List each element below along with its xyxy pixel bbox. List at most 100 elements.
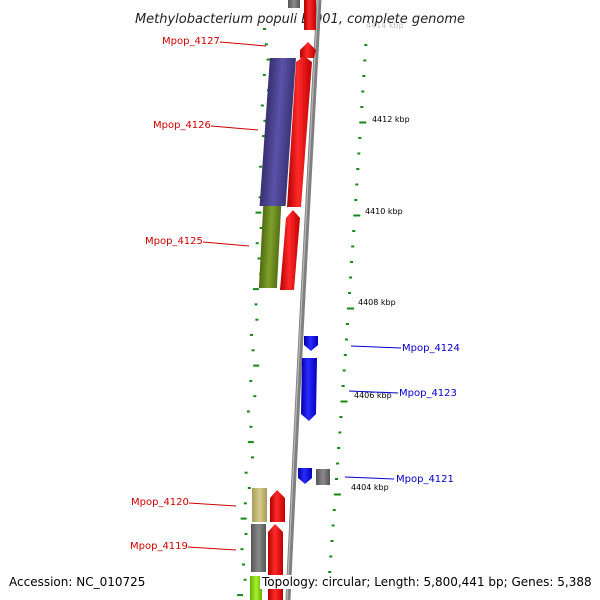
- ruler-tick: [348, 292, 351, 294]
- gc-dot: [260, 104, 264, 107]
- ruler-tick: [339, 416, 343, 418]
- ruler-tick: [330, 540, 334, 542]
- gc-dot: [263, 119, 267, 122]
- leader-4123: [348, 390, 399, 394]
- leader-4125: [202, 241, 250, 247]
- gc-dot: [262, 73, 266, 76]
- genome-backbone-highlight: [286, 0, 319, 600]
- gc-dot: [240, 548, 244, 551]
- label-mpop-4121[interactable]: Mpop_4121: [396, 474, 454, 485]
- gc-dot: [244, 471, 248, 474]
- tick-4404: 4404 kbp: [351, 483, 389, 492]
- ruler-tick: [329, 555, 333, 558]
- ruler-tick: [360, 106, 364, 108]
- gene-reverse-4122[interactable]: [298, 468, 312, 484]
- label-mpop-4127[interactable]: Mpop_4127: [162, 36, 220, 47]
- gene-forward-4126[interactable]: [287, 56, 312, 207]
- accession-text: Accession: NC_010725: [9, 575, 146, 589]
- cog-bar-4126: [259, 58, 296, 206]
- gc-dot: [263, 28, 266, 30]
- ruler-tick: [340, 400, 348, 403]
- ruler-tick: [361, 90, 365, 93]
- leader-4126: [210, 125, 259, 131]
- ruler-tick: [362, 75, 366, 77]
- cog-bar-4125: [258, 206, 282, 288]
- label-mpop-4125[interactable]: Mpop_4125: [145, 236, 203, 247]
- tick-4410: 4410 kbp: [365, 207, 403, 216]
- leader-4121: [344, 476, 395, 480]
- ruler-tick: [349, 276, 353, 279]
- gene-forward-4125[interactable]: [280, 210, 300, 290]
- gene-forward-4120[interactable]: [270, 490, 285, 522]
- gc-dot: [266, 58, 273, 61]
- cog-bar-bottom: [250, 576, 262, 600]
- gc-dot: [258, 196, 262, 199]
- gc-dot: [255, 211, 262, 214]
- ruler-tick: [356, 168, 360, 170]
- cog-bar-4120: [252, 488, 267, 522]
- gc-dot: [251, 456, 254, 459]
- gc-dot: [252, 288, 259, 291]
- ruler-tick: [351, 245, 355, 248]
- ruler-outer: [327, 44, 368, 589]
- ruler-tick: [332, 509, 336, 511]
- genome-summary-text: Topology: circular; Length: 5,800,441 bp…: [260, 575, 592, 589]
- gc-dot: [259, 226, 263, 229]
- gene-top-partial-red: [304, 0, 316, 30]
- leader-4119: [187, 546, 237, 551]
- label-mpop-4124[interactable]: Mpop_4124: [402, 343, 460, 354]
- ruler-tick: [333, 493, 341, 496]
- gc-dot: [253, 395, 257, 398]
- tick-4406: 4406 kbp: [354, 391, 392, 400]
- ruler-tick: [358, 137, 362, 139]
- ruler-tick: [335, 478, 338, 480]
- ruler-tick: [364, 44, 368, 46]
- gc-dot: [246, 410, 250, 413]
- ruler-tick: [363, 59, 367, 62]
- ruler-tick: [357, 152, 361, 155]
- gc-dot: [247, 441, 254, 444]
- leader-4120: [188, 502, 237, 507]
- map-title: Methylobacterium populi BJ001, complete …: [135, 12, 465, 27]
- gc-content-track: [237, 28, 273, 597]
- ruler-tick: [342, 369, 346, 372]
- gc-dot: [254, 303, 258, 306]
- ruler-tick: [350, 261, 354, 263]
- gc-dot: [259, 165, 263, 168]
- ruler-tick: [353, 214, 361, 217]
- gc-dot: [243, 502, 247, 505]
- gc-dot: [253, 364, 260, 367]
- gc-dot: [249, 425, 253, 428]
- genome-backbone: [285, 0, 322, 600]
- gc-dot: [255, 318, 259, 321]
- gc-dot: [251, 349, 255, 352]
- leader-4127: [219, 41, 267, 47]
- label-mpop-4120[interactable]: Mpop_4120: [131, 497, 189, 508]
- gc-dot: [247, 487, 251, 489]
- ruler-tick: [336, 462, 340, 465]
- label-mpop-4119[interactable]: Mpop_4119: [130, 541, 188, 552]
- gene-reverse-4123[interactable]: [301, 358, 317, 421]
- ruler-tick: [359, 121, 367, 124]
- gene-reverse-4124[interactable]: [304, 336, 318, 351]
- gc-dot: [242, 563, 245, 566]
- label-mpop-4126[interactable]: Mpop_4126: [153, 120, 211, 131]
- ruler-tick: [354, 199, 358, 201]
- ruler-tick: [347, 307, 354, 310]
- gc-dot: [237, 594, 244, 597]
- gene-forward-4127[interactable]: [300, 42, 316, 58]
- gene-top-partial-gray: [288, 0, 300, 8]
- gc-dot: [264, 43, 268, 46]
- ruler-tick: [345, 323, 349, 325]
- tick-4408: 4408 kbp: [358, 298, 396, 307]
- tick-4412: 4412 kbp: [372, 115, 410, 124]
- gc-dot: [249, 379, 253, 382]
- label-mpop-4123[interactable]: Mpop_4123: [399, 388, 457, 399]
- gc-dot: [240, 517, 247, 520]
- cog-bar-4119: [251, 524, 266, 572]
- gc-dot: [243, 578, 247, 581]
- ruler-tick: [338, 431, 342, 434]
- tick-4414-partial: 4414 kbp: [366, 21, 404, 30]
- ruler-tick: [343, 354, 347, 356]
